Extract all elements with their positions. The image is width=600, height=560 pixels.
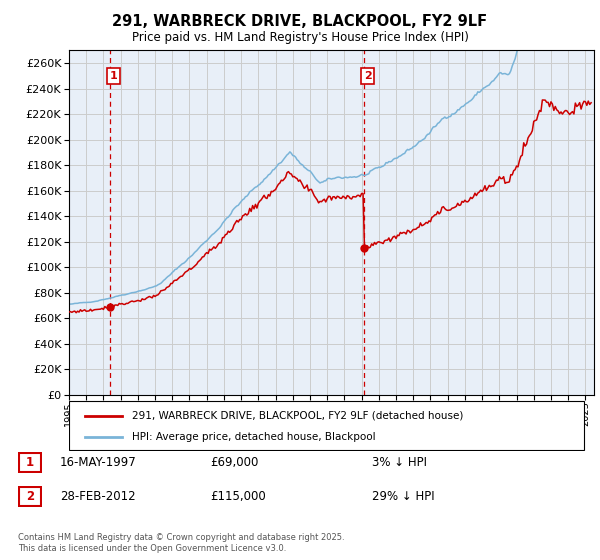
Text: 1: 1 — [109, 71, 117, 81]
Text: Contains HM Land Registry data © Crown copyright and database right 2025.
This d: Contains HM Land Registry data © Crown c… — [18, 533, 344, 553]
Text: 291, WARBRECK DRIVE, BLACKPOOL, FY2 9LF (detached house): 291, WARBRECK DRIVE, BLACKPOOL, FY2 9LF … — [132, 410, 463, 421]
FancyBboxPatch shape — [19, 487, 41, 506]
Text: 28-FEB-2012: 28-FEB-2012 — [60, 489, 136, 503]
Text: 2: 2 — [364, 71, 371, 81]
Text: Price paid vs. HM Land Registry's House Price Index (HPI): Price paid vs. HM Land Registry's House … — [131, 31, 469, 44]
Text: 29% ↓ HPI: 29% ↓ HPI — [372, 489, 434, 503]
Text: 2: 2 — [26, 489, 34, 503]
FancyBboxPatch shape — [69, 402, 583, 450]
FancyBboxPatch shape — [19, 453, 41, 472]
Text: £115,000: £115,000 — [210, 489, 266, 503]
Text: 16-MAY-1997: 16-MAY-1997 — [60, 456, 137, 469]
Text: 1: 1 — [26, 456, 34, 469]
Text: HPI: Average price, detached house, Blackpool: HPI: Average price, detached house, Blac… — [132, 432, 376, 442]
Text: 3% ↓ HPI: 3% ↓ HPI — [372, 456, 427, 469]
Text: £69,000: £69,000 — [210, 456, 259, 469]
Text: 291, WARBRECK DRIVE, BLACKPOOL, FY2 9LF: 291, WARBRECK DRIVE, BLACKPOOL, FY2 9LF — [112, 14, 488, 29]
